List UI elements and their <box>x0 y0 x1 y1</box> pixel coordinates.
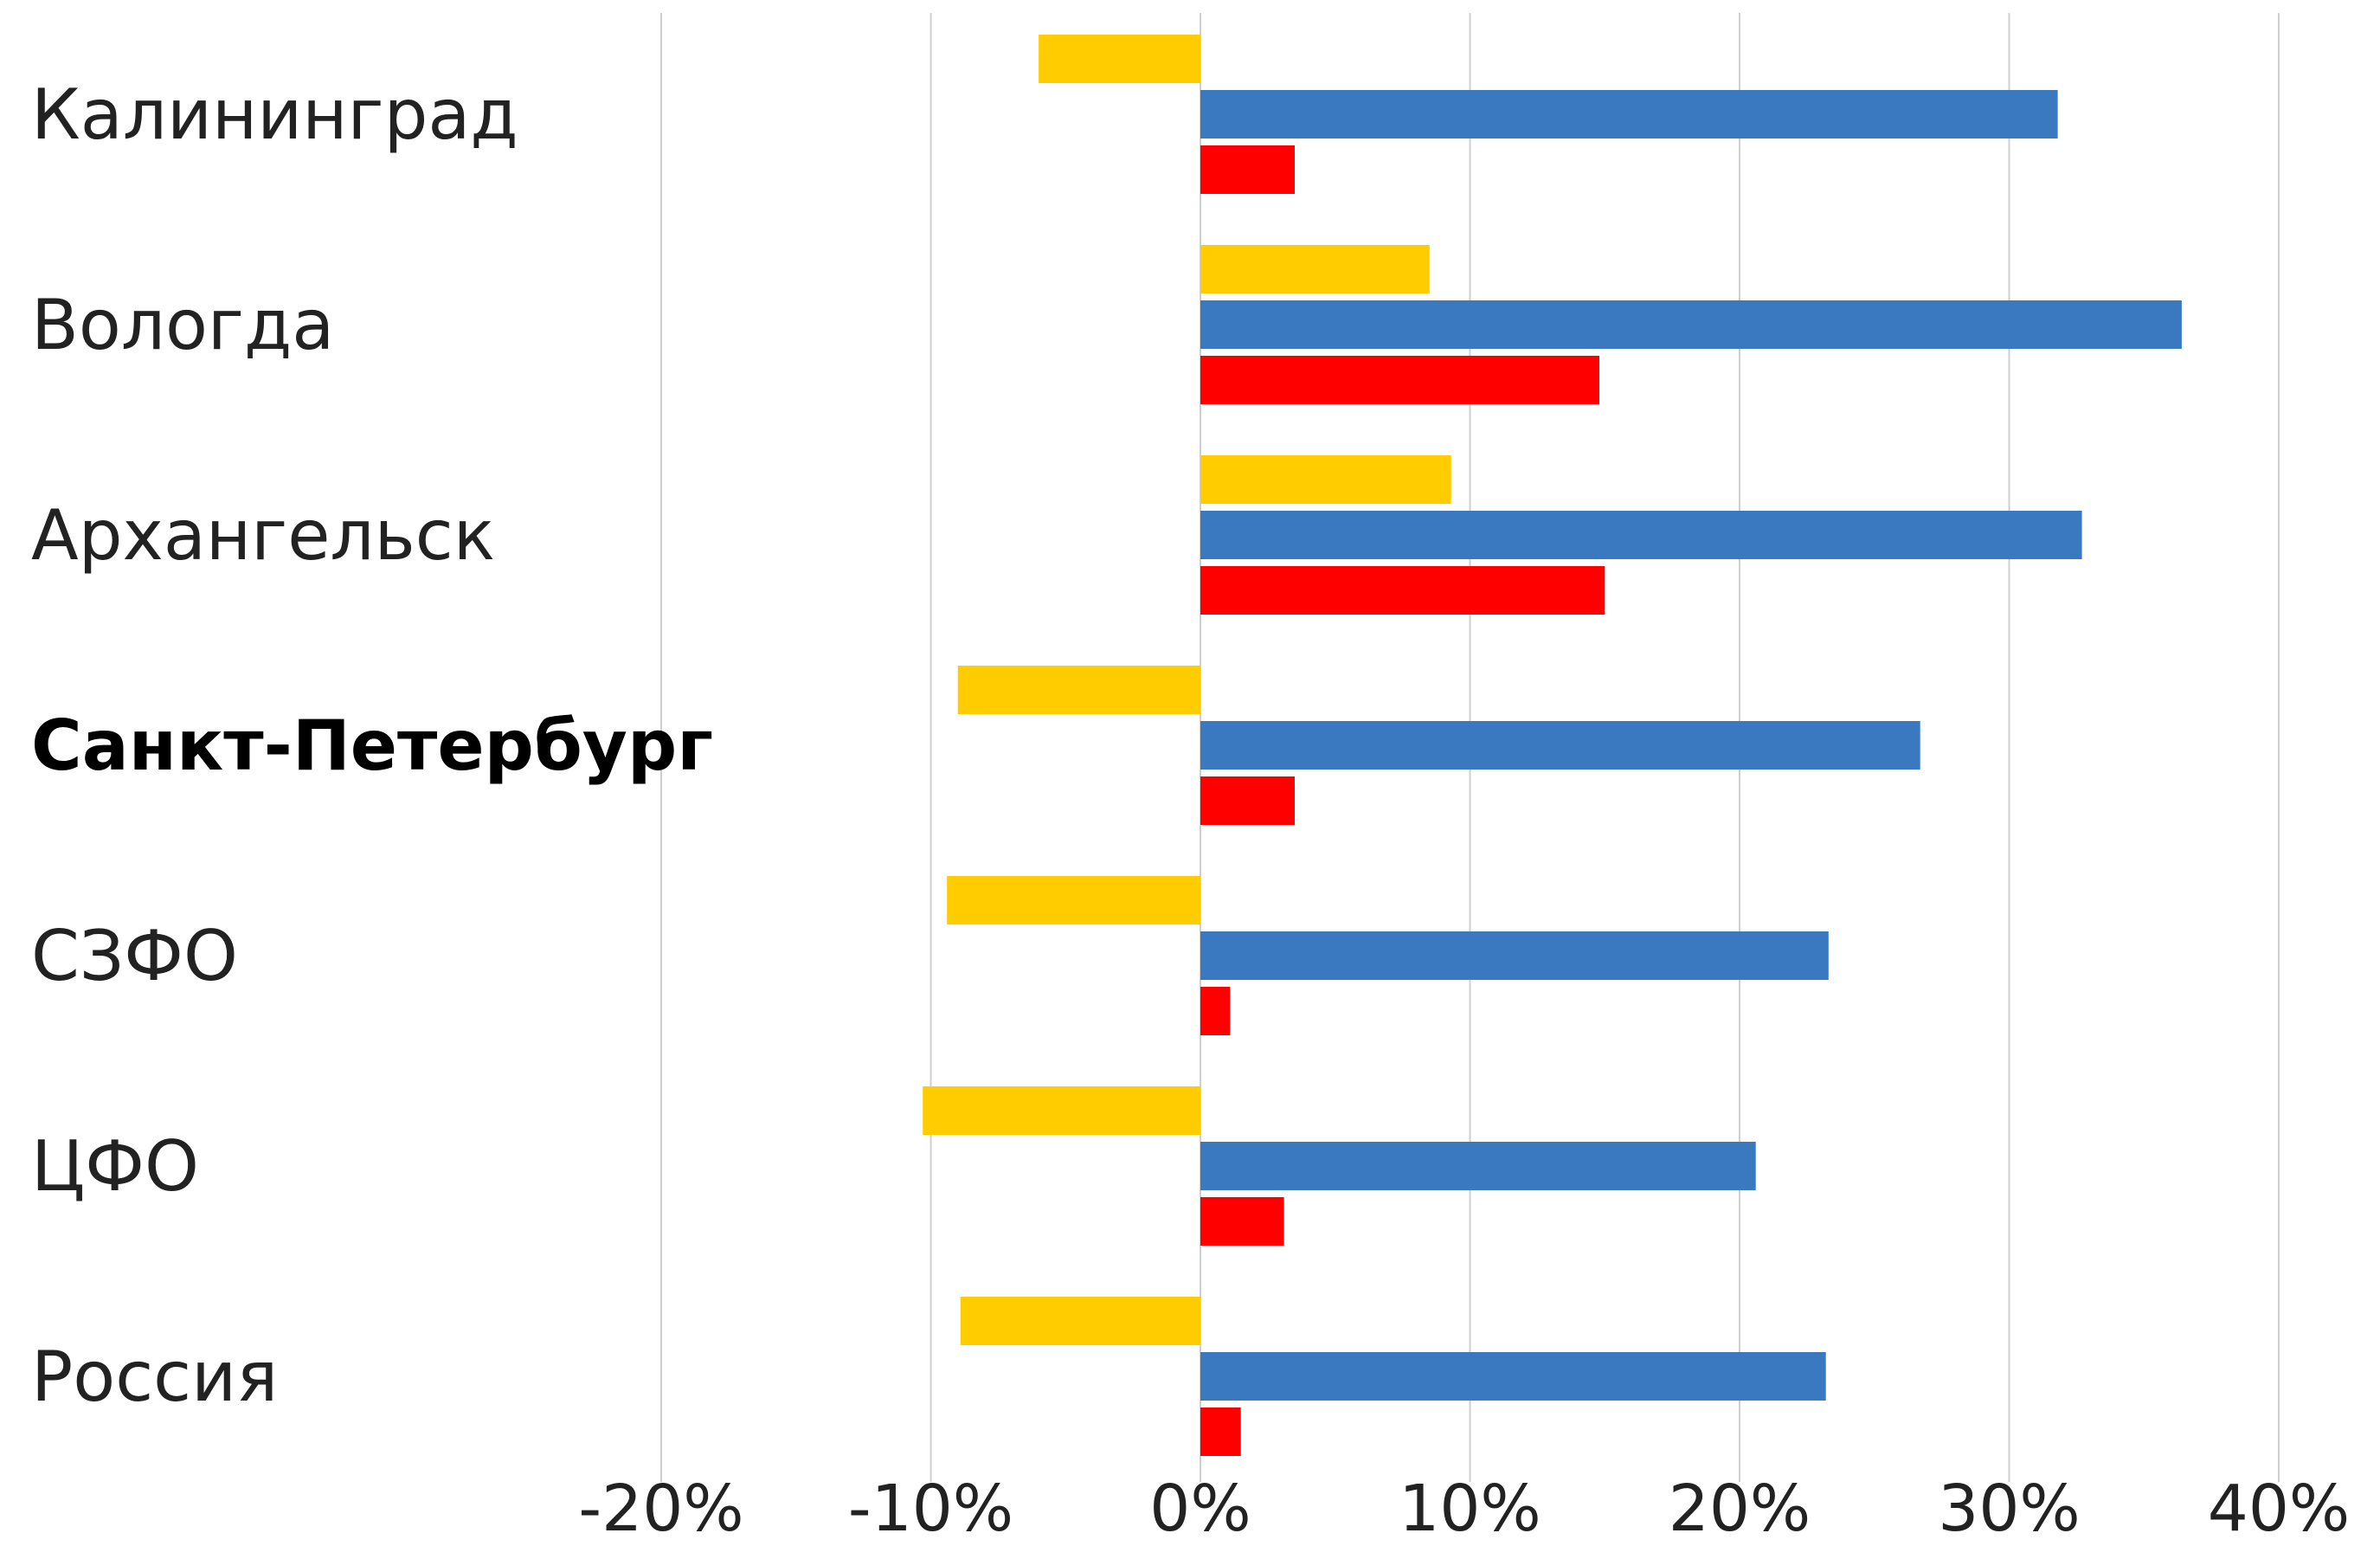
category-label: Россия <box>31 1337 278 1417</box>
bar <box>1200 1197 1284 1246</box>
bar <box>1200 931 1829 980</box>
bar <box>1200 721 1920 770</box>
category-label: СЗФО <box>31 916 238 996</box>
bar <box>1200 455 1451 504</box>
bar <box>1200 566 1605 615</box>
bar <box>1039 35 1200 83</box>
category-label: Санкт-Петербург <box>31 705 713 786</box>
category-label: Вологда <box>31 285 334 365</box>
category-labels: Калининград Вологда Архангельск Санкт-Петер… <box>31 74 713 1417</box>
bar <box>1200 245 1430 293</box>
bar <box>1200 145 1295 194</box>
x-tick-label: 10% <box>1399 1472 1541 1546</box>
bar <box>1200 356 1599 404</box>
x-tick-label: -10% <box>848 1472 1013 1546</box>
bar <box>923 1086 1200 1135</box>
bar <box>947 876 1200 924</box>
bars <box>923 35 2182 1456</box>
bar <box>960 1297 1200 1345</box>
bar <box>1200 776 1295 825</box>
bar <box>1200 987 1231 1035</box>
x-tick-label: 30% <box>1938 1472 2080 1546</box>
x-axis-tick-labels: -20% -10% 0% 10% 20% 30% 40% <box>578 1472 2350 1546</box>
bar <box>1200 300 2182 349</box>
bar <box>1200 511 2082 559</box>
category-label: Архангельск <box>31 495 495 576</box>
bar <box>1200 1142 1756 1190</box>
bar <box>957 666 1200 714</box>
x-tick-label: 0% <box>1149 1472 1251 1546</box>
bar <box>1200 90 2058 138</box>
x-tick-label: -20% <box>578 1472 743 1546</box>
bar <box>1200 1352 1826 1401</box>
category-label: Калининград <box>31 74 518 155</box>
x-tick-label: 40% <box>2208 1472 2350 1546</box>
x-tick-label: 20% <box>1669 1472 1811 1546</box>
category-label: ЦФО <box>31 1126 199 1207</box>
bar <box>1200 1408 1241 1456</box>
